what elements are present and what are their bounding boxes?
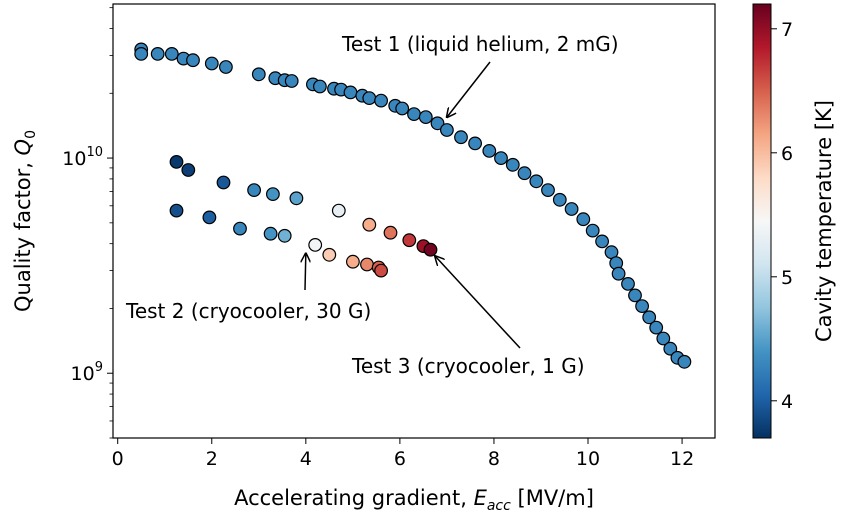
colorbar-ticks: 4 5 6 7 xyxy=(771,19,793,413)
series-1-point-9 xyxy=(251,67,266,82)
series-1-point-8 xyxy=(218,60,233,74)
series-2-point-8 xyxy=(346,254,360,269)
series-2-point-6 xyxy=(308,237,323,252)
x-tick-label: 12 xyxy=(670,448,694,470)
colorbar-label: Cavity temperature [K] xyxy=(812,100,836,342)
series-1-point-20 xyxy=(374,93,389,108)
y-axis-label: Quality factor, Q0 xyxy=(11,130,39,312)
series-1-point-38 xyxy=(585,223,600,238)
series-1-point-6 xyxy=(186,53,200,68)
x-tick-label: 4 xyxy=(300,448,312,470)
series-3-point-10 xyxy=(402,233,417,248)
series-1-point-26 xyxy=(440,123,454,137)
series-1-point-27 xyxy=(454,130,468,145)
x-axis-label: Accelerating gradient, Eacc [MV/m] xyxy=(234,486,594,514)
series-1-point-51 xyxy=(677,354,692,369)
series-1-point-14 xyxy=(313,79,327,94)
annotation-test-1: Test 1 (liquid helium, 2 mG) xyxy=(341,32,619,56)
series-1-point-36 xyxy=(564,202,579,216)
series-3-point-4 xyxy=(247,183,262,198)
series-3-point-12 xyxy=(423,242,438,257)
series-2-point-3 xyxy=(233,221,247,236)
colorbar xyxy=(752,3,772,439)
y-tick-label: 109 xyxy=(71,360,103,385)
series-1-point-4 xyxy=(164,47,179,61)
colorbar-tick-label: 4 xyxy=(781,391,793,413)
annotations: Test 1 (liquid helium, 2 mG) Test 2 (cry… xyxy=(125,32,619,378)
series-2-point-11 xyxy=(374,263,389,278)
x-tick-label: 10 xyxy=(576,448,600,470)
annotation-test-3: Test 3 (cryocooler, 1 G) xyxy=(351,354,585,378)
series-2-point-2 xyxy=(202,210,217,225)
series-1-point-24 xyxy=(418,110,433,124)
series-1-point-37 xyxy=(576,212,591,227)
annotation-test-2: Test 2 (cryocooler, 30 G) xyxy=(125,299,371,323)
series-1-point-30 xyxy=(494,151,508,166)
series-1-point-32 xyxy=(517,166,532,181)
y-tick-label: 1010 xyxy=(62,145,103,170)
series-1-point-34 xyxy=(541,183,555,198)
series-3-point-1 xyxy=(169,154,184,169)
colorbar-tick-label: 6 xyxy=(781,143,793,165)
series-2-point-9 xyxy=(360,257,374,272)
series-1-point-31 xyxy=(505,157,520,172)
series-1-point-45 xyxy=(635,299,649,314)
series-3-point-6 xyxy=(289,191,304,206)
series-3-point-5 xyxy=(266,187,280,202)
series-1-point-3 xyxy=(150,47,165,61)
series-3-point-2 xyxy=(181,163,196,177)
series-1-point-17 xyxy=(343,85,358,100)
x-tick-label: 2 xyxy=(206,448,218,470)
series-2-point-7 xyxy=(322,247,337,262)
series-1-point-46 xyxy=(642,310,657,325)
series-1-point-28 xyxy=(468,136,483,151)
annotation-arrow-2 xyxy=(305,254,306,291)
series-2-point-4 xyxy=(263,226,278,241)
series-1-point-22 xyxy=(395,101,410,116)
annotation-arrow-1 xyxy=(447,61,491,117)
series-3-point-8 xyxy=(362,217,377,232)
series-1-point-19 xyxy=(362,91,377,105)
series-1-point-42 xyxy=(611,266,626,281)
series-1-point-48 xyxy=(656,331,671,346)
series-1-point-12 xyxy=(284,74,299,88)
series-1-point-39 xyxy=(595,234,609,249)
series-3-point-7 xyxy=(331,203,346,218)
series-3-point-9 xyxy=(383,225,398,240)
series-3-point-3 xyxy=(216,175,231,190)
plot-frame xyxy=(112,3,716,439)
series-1-point-29 xyxy=(482,143,497,158)
annotation-arrow-3 xyxy=(435,256,521,349)
x-axis-ticks: 0 2 4 6 8 10 12 xyxy=(112,438,694,470)
series-1-point-49 xyxy=(663,341,678,356)
x-tick-label: 8 xyxy=(488,448,500,470)
x-tick-label: 6 xyxy=(394,448,406,470)
series-1-point-44 xyxy=(628,288,642,303)
series-1-point-7 xyxy=(204,56,219,71)
colorbar-tick-label: 5 xyxy=(781,267,793,289)
series-1-point-43 xyxy=(621,277,635,291)
x-tick-label: 0 xyxy=(112,448,124,470)
series-1-point-25 xyxy=(430,116,445,131)
series-1-point-23 xyxy=(407,107,421,121)
data-points xyxy=(134,42,692,369)
colorbar-tick-label: 7 xyxy=(781,19,793,41)
series-2-point-5 xyxy=(277,228,292,243)
series-1-point-2 xyxy=(134,47,149,61)
y-axis-ticks: 109 1010 xyxy=(62,7,113,439)
series-1-point-47 xyxy=(649,320,664,335)
series-1-point-35 xyxy=(552,192,567,207)
series-2-point-1 xyxy=(169,203,184,218)
series-1-point-33 xyxy=(529,174,544,189)
